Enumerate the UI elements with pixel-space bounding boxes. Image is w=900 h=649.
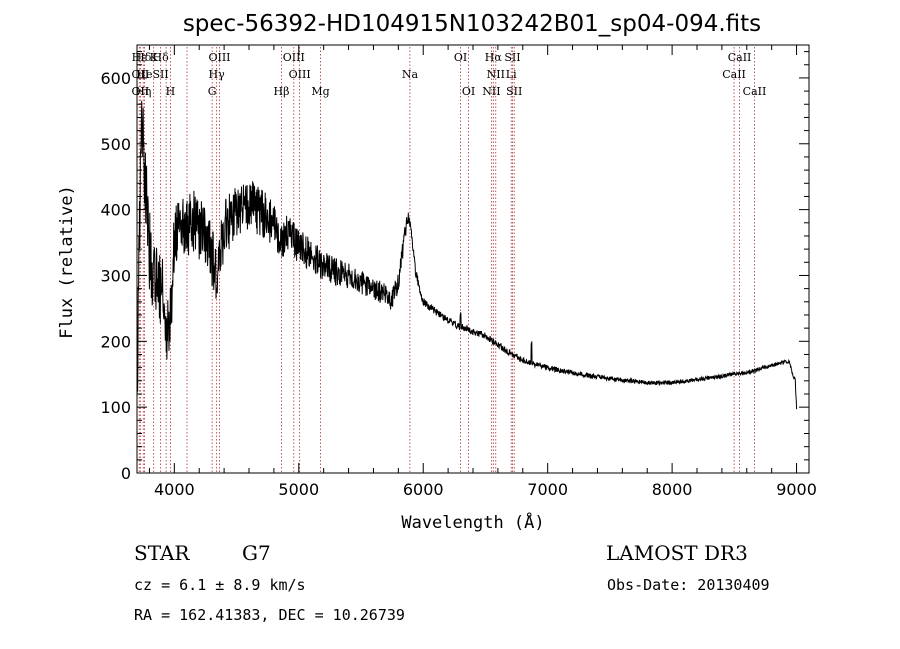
chart-title: spec-56392-HD104915N103242B01_sp04-094.f…	[183, 11, 761, 37]
coordinates-text: RA = 162.41383, DEC = 10.26739	[134, 606, 405, 624]
line-label-28: CaII	[743, 85, 767, 98]
line-label-24: Mg	[311, 85, 329, 98]
line-label-7: Hα	[485, 51, 503, 64]
x-tick-label-6000: 6000	[403, 480, 444, 499]
x-tick-label-5000: 5000	[278, 480, 319, 499]
line-label-8: SII	[504, 51, 520, 64]
spectrum-line	[136, 100, 798, 410]
line-label-18: CaII	[722, 68, 746, 81]
line-label-0: Hε	[132, 51, 148, 64]
line-label-22: G	[208, 85, 217, 98]
spectrum-series	[136, 100, 798, 410]
line-label-21: H	[166, 85, 176, 98]
line-label-3: Hδ	[153, 51, 170, 64]
line-label-14: OIII	[289, 68, 311, 81]
y-tick-label-200: 200	[100, 332, 131, 351]
y-tick-label-400: 400	[100, 201, 131, 220]
line-label-17: Li	[506, 68, 517, 81]
x-tick-label-8000: 8000	[652, 480, 693, 499]
line-label-26: NII	[482, 85, 500, 98]
redshift-text: cz = 6.1 ± 8.9 km/s	[134, 576, 306, 594]
y-tick-label-300: 300	[100, 266, 131, 285]
line-label-2: K	[150, 51, 159, 64]
y-tick-label-0: 0	[121, 464, 131, 483]
line-label-5: OIII	[283, 51, 305, 64]
y-tick-label-100: 100	[100, 398, 131, 417]
obs-date-text: Obs-Date: 20130409	[607, 576, 770, 594]
line-label-25: OI	[462, 85, 475, 98]
line-label-1: Hδ	[135, 51, 152, 64]
y-tick-label-500: 500	[100, 135, 131, 154]
line-label-23: Hβ	[274, 85, 290, 98]
x-axis-ticks: 4000 5000 6000 7000 8000 9000	[148, 45, 817, 499]
x-axis-label: Wavelength (Å)	[401, 511, 544, 533]
line-label-6: OI	[454, 51, 467, 64]
y-axis-label: Flux (relative)	[57, 185, 77, 339]
survey-name: LAMOST DR3	[606, 541, 748, 565]
y-axis-ticks: 0 100 200 300 400 500 600	[100, 51, 809, 483]
x-tick-label-4000: 4000	[154, 480, 195, 499]
emission-line-markers	[138, 47, 755, 472]
line-label-13: Hγ	[209, 68, 226, 81]
object-subclass: G7	[242, 541, 271, 565]
line-label-15: Na	[402, 68, 419, 81]
line-label-27: SII	[506, 85, 522, 98]
line-label-12: SII	[153, 68, 169, 81]
object-class: STAR	[134, 541, 190, 565]
line-label-9: CaII	[728, 51, 752, 64]
y-tick-label-600: 600	[100, 69, 131, 88]
x-tick-label-9000: 9000	[776, 480, 817, 499]
x-tick-label-7000: 7000	[527, 480, 568, 499]
line-label-4: OIII	[208, 51, 230, 64]
line-label-11: He	[136, 68, 152, 81]
line-label-20: Hη	[135, 85, 151, 98]
line-label-16: NII	[487, 68, 505, 81]
